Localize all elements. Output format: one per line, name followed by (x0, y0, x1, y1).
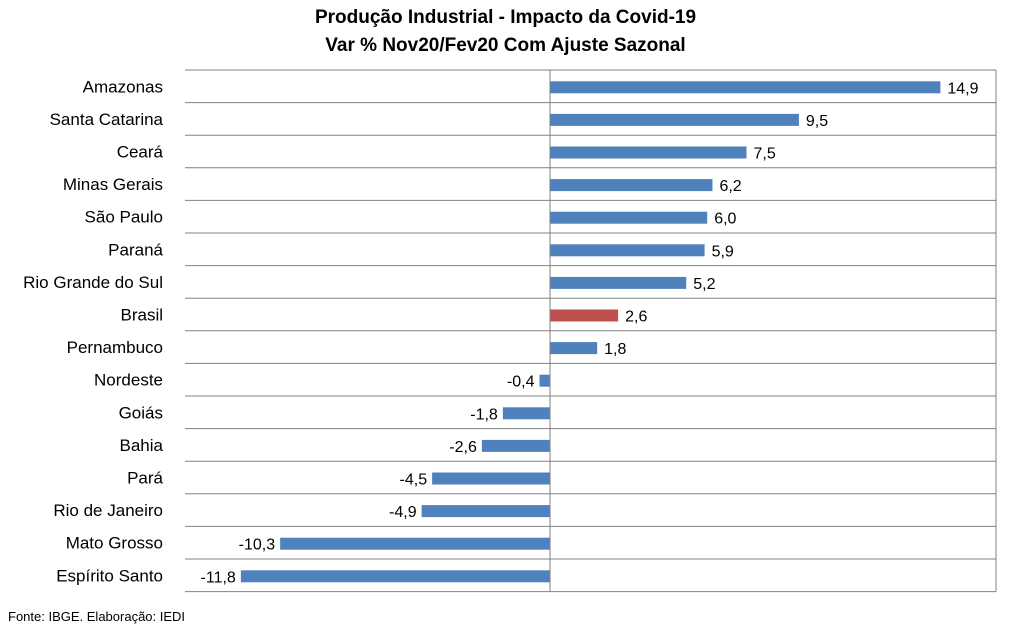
bar-chart: Amazonas 14,9 Santa Catarina 9,5 Ceará 7,5 Min… (23, 69, 997, 593)
category-label: Mato Grosso (66, 534, 163, 553)
bar (502, 407, 550, 420)
bar (539, 374, 550, 387)
category-label: Santa Catarina (50, 110, 164, 129)
category-label: Goiás (119, 403, 163, 422)
category-label: Minas Gerais (63, 175, 163, 194)
chart-subtitle: Var % Nov20/Fev20 Com Ajuste Sazonal (325, 35, 686, 56)
bar (432, 472, 550, 485)
data-label: -4,9 (389, 504, 417, 521)
data-label: -4,5 (400, 472, 428, 489)
category-label: Rio Grande do Sul (23, 273, 163, 292)
bar (550, 211, 708, 224)
data-label: 14,9 (947, 80, 978, 97)
bar (240, 570, 550, 583)
data-label: 7,5 (754, 146, 776, 163)
category-label: Bahia (120, 436, 164, 455)
category-label: Nordeste (94, 371, 163, 390)
data-label: 2,6 (625, 309, 647, 326)
bar (550, 179, 713, 192)
category-label: Pernambuco (67, 338, 163, 357)
bar (550, 309, 619, 322)
category-label: Ceará (117, 143, 164, 162)
category-label: São Paulo (85, 208, 163, 227)
category-label: Pará (127, 469, 163, 488)
bar (550, 342, 598, 355)
category-label: Brasil (120, 306, 163, 325)
data-label: -1,8 (470, 406, 498, 423)
data-label: -11,8 (201, 569, 236, 586)
source-note: Fonte: IBGE. Elaboração: IEDI (8, 609, 186, 624)
bar (280, 537, 550, 550)
bar (421, 505, 550, 518)
bar (481, 439, 550, 452)
bar (550, 244, 705, 257)
data-label: 5,9 (712, 243, 734, 260)
bar (550, 113, 799, 126)
category-label: Paraná (108, 240, 163, 259)
category-label: Rio de Janeiro (53, 501, 163, 520)
bar (550, 81, 941, 94)
data-label: -2,6 (449, 439, 477, 456)
data-label: 1,8 (604, 341, 626, 358)
data-label: 5,2 (693, 276, 715, 293)
category-label: Espírito Santo (56, 566, 163, 585)
data-label: 9,5 (806, 113, 828, 130)
data-label: 6,0 (714, 211, 736, 228)
bar (550, 276, 687, 289)
data-label: 6,2 (719, 178, 741, 195)
category-label: Amazonas (83, 77, 163, 96)
data-label: -10,3 (239, 537, 276, 554)
data-label: -0,4 (507, 374, 535, 391)
chart-title: Produção Industrial - Impacto da Covid-1… (314, 7, 697, 28)
bar (550, 146, 747, 159)
